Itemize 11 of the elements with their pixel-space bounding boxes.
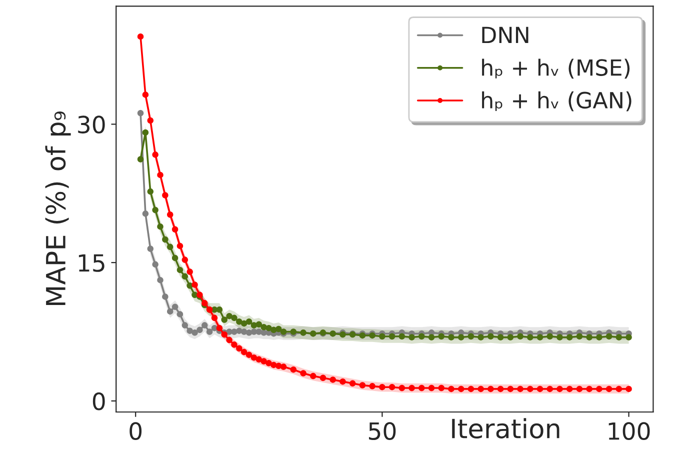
y-axis-title: MAPE (%) of p₉ (45, 112, 71, 305)
y-tick-label: 0 (92, 392, 105, 410)
x-tick-label: 0 (130, 422, 142, 440)
x-axis-title: Iteration (452, 418, 560, 439)
legend-label: hₚ + hᵥ (GAN) (482, 91, 632, 112)
legend-label: DNN (482, 26, 528, 44)
x-tick-label: 100 (608, 422, 650, 440)
y-tick-label: 15 (78, 254, 104, 272)
x-tick-label: 50 (368, 422, 396, 440)
legend-label: hₚ + hᵥ (MSE) (482, 58, 630, 79)
y-tick-label: 30 (78, 116, 105, 134)
